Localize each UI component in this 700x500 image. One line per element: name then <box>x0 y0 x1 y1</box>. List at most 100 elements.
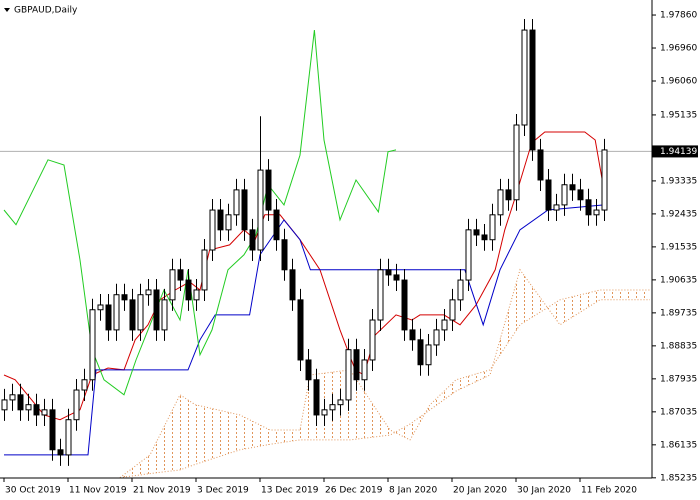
candle-body <box>113 294 120 331</box>
candle-body <box>281 239 288 271</box>
candle-body <box>401 279 408 331</box>
candle-body <box>329 404 336 411</box>
candle-body <box>473 229 480 236</box>
y-tick-label: 1.96960 <box>660 44 697 54</box>
candle-body <box>185 279 192 301</box>
candle-body <box>49 409 56 451</box>
candle-body <box>41 409 48 416</box>
candle-body <box>73 389 80 421</box>
price-label: 1.94139 <box>660 147 697 157</box>
candle-body <box>465 229 472 281</box>
candle-body <box>385 269 392 276</box>
candle-body <box>169 269 176 301</box>
candle-body <box>137 294 144 331</box>
candle-body <box>249 229 256 251</box>
y-tick-label: 1.91535 <box>660 242 697 252</box>
x-tick-label: 30 Jan 2020 <box>517 486 571 496</box>
x-tick-label: 13 Dec 2019 <box>261 486 319 496</box>
candle-body <box>513 124 520 201</box>
candle-body <box>145 289 152 296</box>
cloud-span <box>119 289 650 478</box>
indicator-line <box>4 204 605 456</box>
candle-body <box>433 329 440 346</box>
candle-body <box>233 189 240 216</box>
candle-body <box>353 349 360 381</box>
candle-body <box>297 299 304 361</box>
candle-body <box>369 319 376 361</box>
indicator-line <box>3 30 397 396</box>
candle-body <box>497 189 504 216</box>
x-tick-label: 11 Feb 2020 <box>581 486 637 496</box>
candle-body <box>593 209 600 216</box>
candle-body <box>129 299 136 331</box>
candle-body <box>65 419 72 456</box>
candle-body <box>553 204 560 211</box>
candle-body <box>33 404 40 416</box>
candle-body <box>17 394 24 411</box>
candle-body <box>97 304 104 311</box>
candle-body <box>289 269 296 301</box>
candle-body <box>25 404 32 411</box>
candle-body <box>481 234 488 241</box>
menu-icon <box>4 8 10 12</box>
candle-body <box>449 299 456 321</box>
candle-body <box>105 304 112 331</box>
y-tick-label: 1.87935 <box>660 374 697 384</box>
candle-body <box>561 184 568 206</box>
candle-body <box>265 169 272 211</box>
candle-body <box>537 149 544 181</box>
candle-body <box>361 359 368 381</box>
candle-body <box>521 29 528 126</box>
price-label-box <box>652 145 698 158</box>
y-tick-label: 1.93335 <box>660 176 697 186</box>
x-tick-label: 21 Nov 2019 <box>133 486 191 496</box>
candle-body <box>545 179 552 211</box>
x-tick-label: 26 Dec 2019 <box>325 486 383 496</box>
y-tick-label: 1.95135 <box>660 110 697 120</box>
candle-body <box>225 214 232 231</box>
candle-body <box>377 269 384 321</box>
x-tick-label: 3 Dec 2019 <box>197 486 249 496</box>
candle-body <box>425 344 432 366</box>
candle-body <box>417 339 424 366</box>
x-tick-label: 30 Oct 2019 <box>5 486 61 496</box>
candle-body <box>217 209 224 231</box>
y-tick-label: 1.88835 <box>660 341 697 351</box>
y-tick-label: 1.89735 <box>660 308 697 318</box>
candle-body <box>337 399 344 406</box>
x-tick-label: 11 Nov 2019 <box>69 486 127 496</box>
candle-body <box>81 379 88 391</box>
y-tick-label: 1.87035 <box>660 407 697 417</box>
candle-body <box>569 184 576 191</box>
candle-body <box>313 379 320 416</box>
candle-body <box>161 299 168 331</box>
x-tick-label: 8 Jan 2020 <box>389 486 437 496</box>
y-tick-label: 1.97860 <box>660 11 697 21</box>
y-tick-label: 1.92435 <box>660 209 697 219</box>
candle-body <box>153 289 160 331</box>
candle-body <box>209 209 216 251</box>
candle-body <box>585 199 592 216</box>
candle-body <box>529 29 536 151</box>
candle-body <box>201 249 208 291</box>
candle-body <box>241 189 248 231</box>
candle-body <box>177 269 184 281</box>
candle-body <box>489 214 496 241</box>
candle-body <box>505 189 512 201</box>
candle-body <box>321 409 328 416</box>
candle-body <box>57 449 64 456</box>
candle-body <box>273 209 280 241</box>
x-tick-label: 20 Jan 2020 <box>453 486 507 496</box>
candle-body <box>193 289 200 301</box>
chart-title: GBPAUD,Daily <box>14 6 78 16</box>
cloud <box>120 269 650 478</box>
y-tick-label: 1.86135 <box>660 440 697 450</box>
candle-body <box>305 359 312 381</box>
candle-body <box>121 294 128 301</box>
candle-body <box>1 399 8 411</box>
candle-body <box>601 149 608 211</box>
y-tick-label: 1.90635 <box>660 275 697 285</box>
candle-body <box>441 319 448 331</box>
y-tick-label: 1.96060 <box>660 77 697 87</box>
